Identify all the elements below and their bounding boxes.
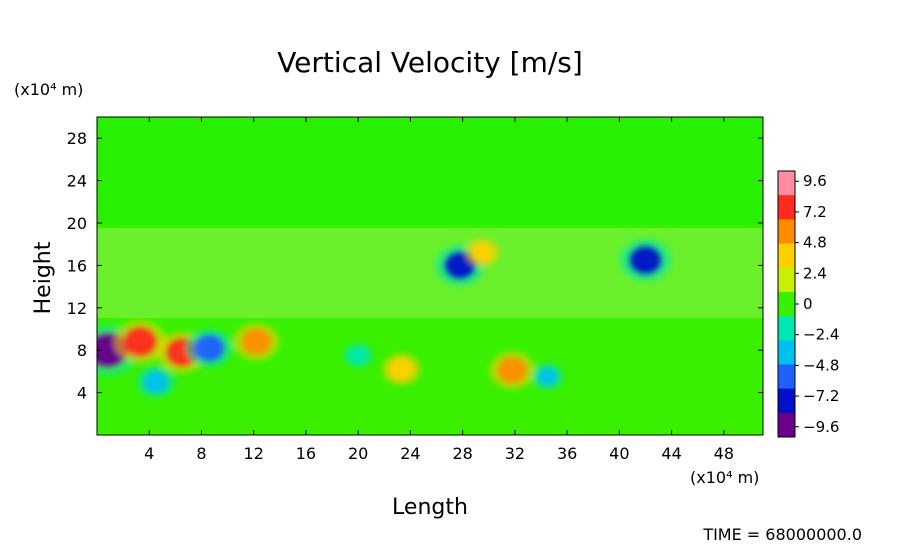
colorbar-swatch: [778, 412, 795, 438]
y-tick-label: 4: [77, 384, 87, 403]
x-tick-label: 32: [505, 444, 525, 463]
y-tick-label: 8: [77, 341, 87, 360]
colorbar-swatch: [778, 340, 795, 365]
colorbar-label: 0: [803, 295, 813, 313]
colorbar-swatch: [778, 388, 795, 414]
colorbar-label: 9.6: [803, 172, 827, 190]
colorbar-swatch: [778, 171, 795, 196]
x-tick-label: 24: [400, 444, 420, 463]
colorbar-label: 2.4: [803, 264, 827, 282]
heatmap-feature: [537, 367, 558, 386]
colorbar-swatch: [778, 291, 795, 317]
x-tick-label: 12: [244, 444, 264, 463]
x-tick-label: 4: [144, 444, 154, 463]
x-tick-label: 36: [557, 444, 577, 463]
x-tick-label: 16: [296, 444, 316, 463]
x-tick-label: 44: [661, 444, 681, 463]
y-tick-label: 20: [67, 214, 87, 233]
colorbar-label: 4.8: [803, 234, 827, 252]
heatmap-plot-area: [97, 117, 763, 435]
heatmap-feature: [348, 346, 368, 365]
x-tick-label: 28: [452, 444, 472, 463]
y-tick-label: 28: [67, 129, 87, 148]
x-tick-label: 20: [348, 444, 368, 463]
y-tick-label: 16: [67, 256, 87, 275]
x-tick-label: 40: [609, 444, 629, 463]
heatmap-feature: [193, 334, 225, 362]
heatmap-feature: [241, 328, 272, 355]
time-label: TIME = 68000000.0: [702, 525, 862, 544]
heatmap-feature: [628, 245, 663, 276]
colorbar-label: −7.2: [803, 387, 839, 405]
upper-layer: [97, 117, 763, 225]
colorbar-label: −4.8: [803, 356, 839, 374]
colorbar-swatch: [778, 243, 795, 269]
colorbar-label: −9.6: [803, 418, 839, 436]
colorbar-swatch: [778, 219, 795, 245]
colorbar-label: −2.4: [803, 326, 839, 344]
y-unit-label: (x10⁴ m): [14, 80, 83, 99]
x-unit-label: (x10⁴ m): [690, 468, 759, 487]
heatmap-feature: [143, 370, 169, 394]
heatmap-feature: [388, 358, 414, 381]
colorbar-swatch: [778, 267, 795, 293]
colorbar: [777, 170, 796, 438]
x-tick-label: 8: [196, 444, 206, 463]
y-tick-label: 24: [67, 172, 87, 191]
heatmap-feature: [471, 242, 494, 263]
y-axis-title: Height: [31, 241, 56, 314]
chart-title: Vertical Velocity [m/s]: [277, 46, 583, 79]
x-axis-title: Length: [392, 495, 468, 520]
colorbar-swatch: [778, 316, 795, 341]
colorbar-swatch: [778, 195, 795, 220]
colorbar-label: 7.2: [803, 203, 827, 221]
y-tick-label: 12: [67, 299, 87, 318]
x-tick-label: 48: [714, 444, 734, 463]
colorbar-swatch: [778, 364, 795, 390]
plot-frame: [96, 116, 764, 436]
heatmap-feature: [123, 326, 158, 357]
heatmap-feature: [497, 357, 528, 384]
